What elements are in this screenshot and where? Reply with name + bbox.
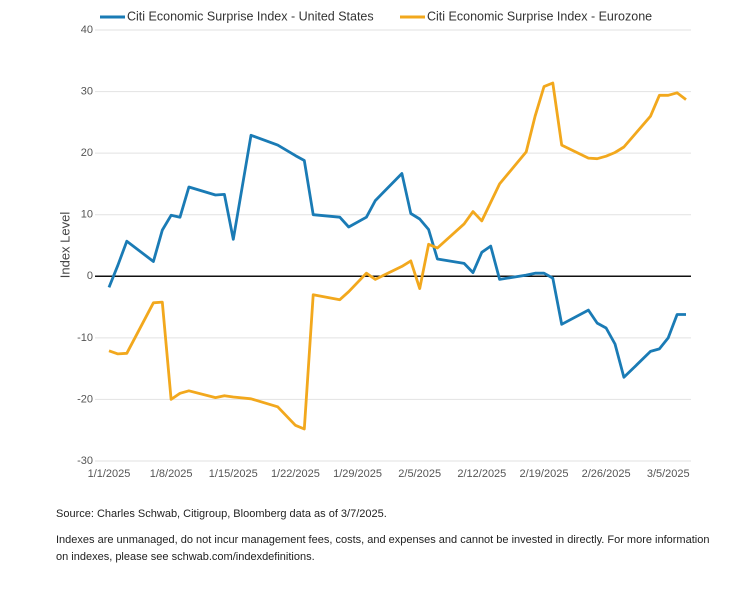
x-tick-label: 2/12/2025	[457, 468, 506, 480]
y-tick-label: 30	[81, 85, 93, 97]
x-tick-label: 1/8/2025	[150, 468, 193, 480]
x-tick-label: 1/1/2025	[88, 468, 131, 480]
y-tick-label: 40	[81, 24, 93, 36]
y-tick-label: 10	[81, 209, 93, 221]
y-axis-label: Index Level	[57, 212, 72, 279]
y-tick-label: -30	[77, 455, 93, 467]
series-line	[108, 81, 687, 431]
y-tick-label: -10	[77, 332, 93, 344]
chart: Index Level -30 -20 -10 0 10 20 30 40 1/1/2025 1/…	[57, 9, 691, 480]
y-tick-label: -20	[77, 393, 93, 405]
x-tick-label: 1/15/2025	[209, 468, 258, 480]
legend-label: Citi Economic Surprise Index - United St…	[127, 9, 374, 23]
x-tick-label: 1/22/2025	[271, 468, 320, 480]
series-line	[107, 133, 686, 379]
footnote: Indexes are unmanaged, do not incur mana…	[56, 534, 710, 563]
source: Source: Charles Schwab, Citigroup, Bloom…	[56, 508, 387, 520]
x-tick-label: 2/19/2025	[520, 468, 569, 480]
x-tick-label: 2/26/2025	[582, 468, 631, 480]
x-tick-label: 1/29/2025	[333, 468, 382, 480]
legend-label: Citi Economic Surprise Index - Eurozone	[427, 9, 652, 23]
y-tick-label: 20	[81, 147, 93, 159]
y-tick-label: 0	[87, 270, 93, 282]
x-tick-label: 3/5/2025	[647, 468, 690, 480]
x-tick-label: 2/5/2025	[398, 468, 441, 480]
